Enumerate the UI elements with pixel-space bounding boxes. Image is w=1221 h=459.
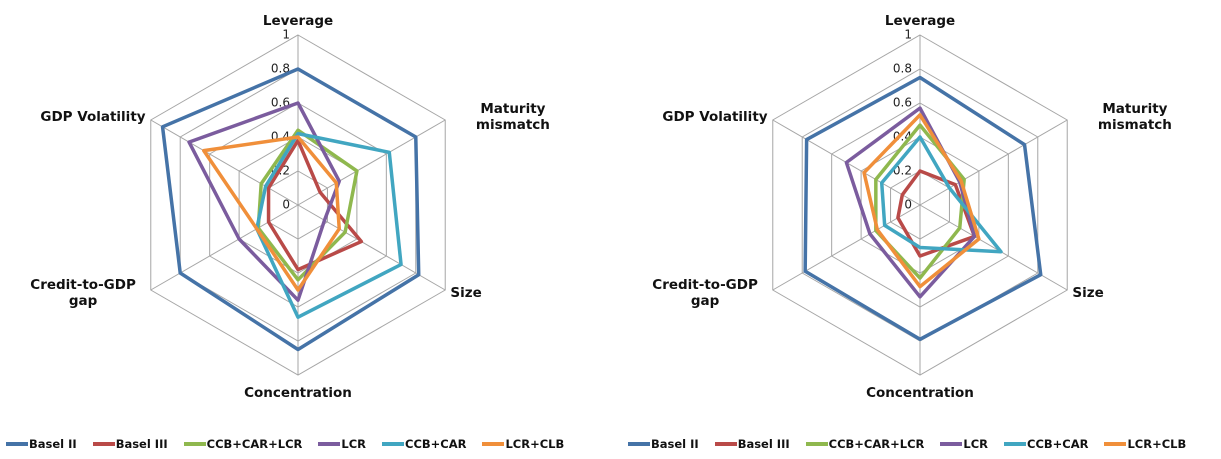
- legend-swatch: [628, 442, 650, 446]
- r-tick-label: 0.8: [893, 62, 912, 76]
- spoke: [150, 204, 299, 291]
- legend-item: Basel III: [92, 437, 168, 451]
- category-label: Leverage: [262, 13, 334, 29]
- series-line: [266, 138, 364, 272]
- category-label: Maturity mismatch: [475, 101, 550, 133]
- category-label: Size: [450, 285, 482, 301]
- category-label: GDP Volatility: [40, 109, 146, 125]
- legend-label: Basel II: [651, 437, 699, 451]
- legend: Basel II Basel III CCB+CAR+LCR LCR CCB+CAR LC…: [628, 437, 1186, 451]
- legend-item: Basel II: [6, 437, 77, 451]
- legend-item: CCB+CAR: [1004, 437, 1088, 451]
- legend-label: Basel III: [115, 437, 168, 451]
- series-line: [874, 123, 966, 280]
- legend-label: Basel II: [29, 437, 77, 451]
- series-line: [187, 101, 341, 302]
- r-tick-label: 1: [904, 28, 912, 42]
- series-line: [879, 135, 1003, 254]
- series-line: [896, 169, 977, 258]
- legend-swatch: [714, 442, 737, 446]
- legend-swatch: [940, 442, 963, 446]
- r-tick-label: 0.2: [893, 164, 912, 178]
- spoke: [150, 119, 299, 206]
- legend-item: Basel III: [714, 437, 790, 451]
- category-label: Concentration: [244, 385, 352, 401]
- legend-label: LCR+CLB: [1127, 437, 1187, 451]
- legend-item: CCB+CAR: [382, 437, 466, 451]
- category-label: Maturity mismatch: [1097, 101, 1172, 133]
- series-line: [862, 113, 981, 289]
- legend-label: Basel III: [737, 437, 790, 451]
- spoke: [919, 204, 1068, 291]
- legend-label: LCR+CLB: [505, 437, 565, 451]
- legend-label: CCB+CAR: [405, 437, 467, 451]
- legend: Basel II Basel III CCB+CAR+LCR LCR CCB+CAR LC…: [6, 437, 564, 451]
- category-label: Credit-to-GDP gap: [30, 277, 136, 309]
- legend-label: LCR: [341, 437, 366, 451]
- spoke: [297, 119, 446, 206]
- legend-swatch: [382, 442, 404, 446]
- series-line: [160, 67, 421, 352]
- category-label: Concentration: [866, 385, 974, 401]
- series-line: [202, 135, 341, 292]
- series-line: [256, 128, 359, 282]
- legend-item: CCB+CAR+LCR: [183, 437, 303, 451]
- legend-swatch: [318, 442, 341, 446]
- category-label: Size: [1072, 285, 1104, 301]
- category-label: Credit-to-GDP gap: [652, 277, 758, 309]
- category-label: Leverage: [884, 13, 956, 29]
- series-line: [803, 75, 1043, 342]
- legend-item: LCR+CLB: [482, 437, 564, 451]
- series-line: [255, 131, 403, 319]
- legend-item: LCR: [318, 437, 366, 451]
- r-tick-label: 0: [282, 198, 290, 212]
- legend-item: LCR+CLB: [1104, 437, 1186, 451]
- legend-swatch: [92, 442, 115, 446]
- legend-label: CCB+CAR+LCR: [828, 437, 925, 451]
- legend-item: Basel II: [628, 437, 699, 451]
- spoke: [772, 204, 921, 291]
- spoke: [919, 119, 1068, 206]
- legend-swatch: [6, 442, 28, 446]
- legend-item: LCR: [940, 437, 988, 451]
- legend-label: CCB+CAR+LCR: [206, 437, 303, 451]
- legend-label: LCR: [963, 437, 988, 451]
- r-tick-label: 0: [904, 198, 912, 212]
- r-tick-label: 0.6: [893, 96, 912, 110]
- legend-item: CCB+CAR+LCR: [805, 437, 925, 451]
- legend-swatch: [1004, 442, 1026, 446]
- legend-swatch: [805, 442, 828, 446]
- r-tick-label: 0.8: [271, 62, 290, 76]
- legend-swatch: [1104, 442, 1127, 446]
- r-tick-label: 1: [282, 28, 290, 42]
- legend-swatch: [482, 442, 505, 446]
- legend-swatch: [183, 442, 206, 446]
- spoke: [297, 204, 446, 291]
- legend-label: CCB+CAR: [1027, 437, 1089, 451]
- category-label: GDP Volatility: [662, 109, 768, 125]
